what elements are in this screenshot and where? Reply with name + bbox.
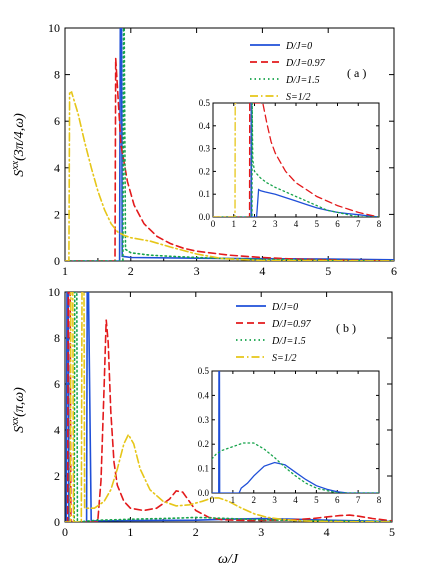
series-line-D097 — [65, 292, 392, 522]
legend-label-D15: D/J=1.5 — [285, 75, 320, 86]
x-tick-label: 1 — [127, 525, 133, 539]
y-tick-label: 4 — [54, 161, 60, 175]
x-tick-label: 5 — [389, 525, 395, 539]
series-line-D097 — [65, 58, 394, 261]
legend-label-D097: D/J=0.97 — [271, 319, 312, 330]
inset-x-tick-label: 0 — [210, 495, 215, 505]
inset-series-line-D097 — [213, 103, 379, 217]
y-tick-label: 6 — [54, 377, 60, 391]
inset-x-tick-label: 5 — [314, 495, 319, 505]
inset-x-tick-label: 6 — [335, 219, 340, 229]
x-tick-label: 3 — [194, 264, 200, 278]
inset-x-tick-label: 3 — [273, 219, 278, 229]
y-tick-label: 0 — [54, 254, 60, 268]
inset-y-tick-label: 0.5 — [199, 98, 211, 108]
y-tick-label: 0 — [54, 515, 60, 529]
inset-y-tick-label: 0.0 — [199, 212, 211, 222]
y-tick-label: 10 — [48, 285, 60, 299]
y-tick-label: 2 — [54, 207, 60, 221]
legend-label-S12: S=1/2 — [286, 92, 311, 103]
inset-y-tick-label: 0.5 — [198, 366, 210, 376]
panel-a-ylabel: Sxx(3π/4,ω) — [10, 113, 28, 177]
inset-series-line-S12 — [213, 103, 237, 217]
x-tick-label: 6 — [391, 264, 397, 278]
x-tick-label: 5 — [325, 264, 331, 278]
inset-y-tick-label: 0.1 — [199, 189, 210, 199]
inset-x-tick-label: 6 — [335, 495, 340, 505]
inset-series-line-D15 — [212, 442, 379, 493]
x-tick-label: 3 — [258, 525, 264, 539]
legend-label-S12: S=1/2 — [272, 353, 297, 364]
panel-b-label: ( b ) — [336, 321, 356, 335]
x-tick-label: 0 — [62, 525, 68, 539]
inset-x-tick-label: 5 — [315, 219, 320, 229]
y-tick-label: 4 — [54, 423, 60, 437]
inset-y-tick-label: 0.2 — [198, 439, 209, 449]
inset-series-line-D15 — [213, 103, 379, 217]
inset-y-tick-label: 0.3 — [198, 415, 210, 425]
inset-x-tick-label: 1 — [232, 219, 237, 229]
inset-y-tick-label: 0.2 — [199, 166, 210, 176]
inset-x-tick-label: 7 — [356, 495, 361, 505]
legend-label-D0: D/J=0 — [271, 302, 298, 313]
legend-label-D097: D/J=0.97 — [285, 58, 326, 69]
inset-series-line-D0 — [212, 371, 379, 493]
y-tick-label: 8 — [54, 331, 60, 345]
y-tick-label: 2 — [54, 469, 60, 483]
y-tick-label: 10 — [48, 21, 60, 35]
series-line-D15 — [65, 292, 392, 522]
inset-x-tick-label: 0 — [211, 219, 216, 229]
inset-y-tick-label: 0.4 — [199, 121, 211, 131]
x-tick-label: 4 — [324, 525, 330, 539]
inset-series-line-D0 — [213, 103, 379, 217]
panel-a-label: ( a ) — [347, 66, 366, 80]
inset-x-tick-label: 3 — [272, 495, 277, 505]
panel-b-inset-frame — [211, 370, 380, 494]
inset-x-tick-label: 2 — [252, 219, 257, 229]
panel-a-inset: 0 1 2 3 4 5 6 7 8 0.0 0.1 0.2 0.3 0.4 0.5 — [199, 98, 382, 229]
inset-x-tick-label: 7 — [356, 219, 361, 229]
inset-x-tick-label: 8 — [377, 219, 382, 229]
x-tick-label: 2 — [128, 264, 134, 278]
inset-x-tick-label: 4 — [293, 495, 298, 505]
inset-x-tick-label: 2 — [252, 495, 257, 505]
inset-y-tick-label: 0.1 — [198, 464, 209, 474]
x-tick-label: 2 — [193, 525, 199, 539]
series-line-D0 — [65, 28, 394, 261]
inset-x-tick-label: 4 — [294, 219, 299, 229]
panel-b-inset: 0 1 2 3 4 5 6 7 8 0.0 0.1 0.2 0.3 0.4 0.5 — [198, 366, 382, 505]
inset-y-tick-label: 0.3 — [199, 144, 211, 154]
inset-x-tick-label: 1 — [231, 495, 236, 505]
legend-label-D15: D/J=1.5 — [271, 336, 306, 347]
panel-a-inset-frame — [212, 102, 380, 218]
legend-label-D0: D/J=0 — [285, 41, 312, 52]
panel-b-xlabel: ω/J — [218, 552, 239, 567]
panel-b-ylabel: Sxx(π,ω) — [10, 387, 28, 433]
x-tick-label: 4 — [259, 264, 265, 278]
y-tick-label: 8 — [54, 68, 60, 82]
inset-x-tick-label: 8 — [377, 495, 382, 505]
inset-y-tick-label: 0.0 — [198, 488, 210, 498]
x-tick-label: 1 — [62, 264, 68, 278]
series-line-S12 — [65, 292, 392, 522]
y-tick-label: 6 — [54, 114, 60, 128]
series-line-S12 — [65, 90, 394, 261]
inset-y-tick-label: 0.4 — [198, 390, 210, 400]
